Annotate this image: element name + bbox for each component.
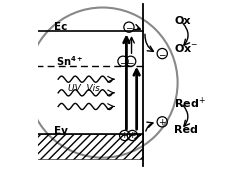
- Text: UV  Vis: UV Vis: [68, 84, 99, 93]
- Text: $\mathbf{Sn^{4+}}$: $\mathbf{Sn^{4+}}$: [56, 54, 83, 68]
- Text: Red$^{+}$: Red$^{+}$: [174, 95, 206, 111]
- Text: Ec: Ec: [54, 22, 67, 32]
- Text: Ox: Ox: [174, 16, 191, 26]
- Text: $-$: $-$: [126, 57, 135, 66]
- Text: $-$: $-$: [125, 23, 133, 32]
- Text: $+$: $+$: [128, 131, 137, 141]
- Text: Red: Red: [174, 125, 198, 135]
- Text: $-$: $-$: [158, 49, 167, 58]
- Text: $+$: $+$: [158, 117, 167, 127]
- Text: $+$: $+$: [121, 131, 129, 141]
- Text: Ox$^{-}$: Ox$^{-}$: [174, 42, 199, 55]
- Text: Ev: Ev: [54, 126, 68, 136]
- Text: $-$: $-$: [119, 57, 127, 66]
